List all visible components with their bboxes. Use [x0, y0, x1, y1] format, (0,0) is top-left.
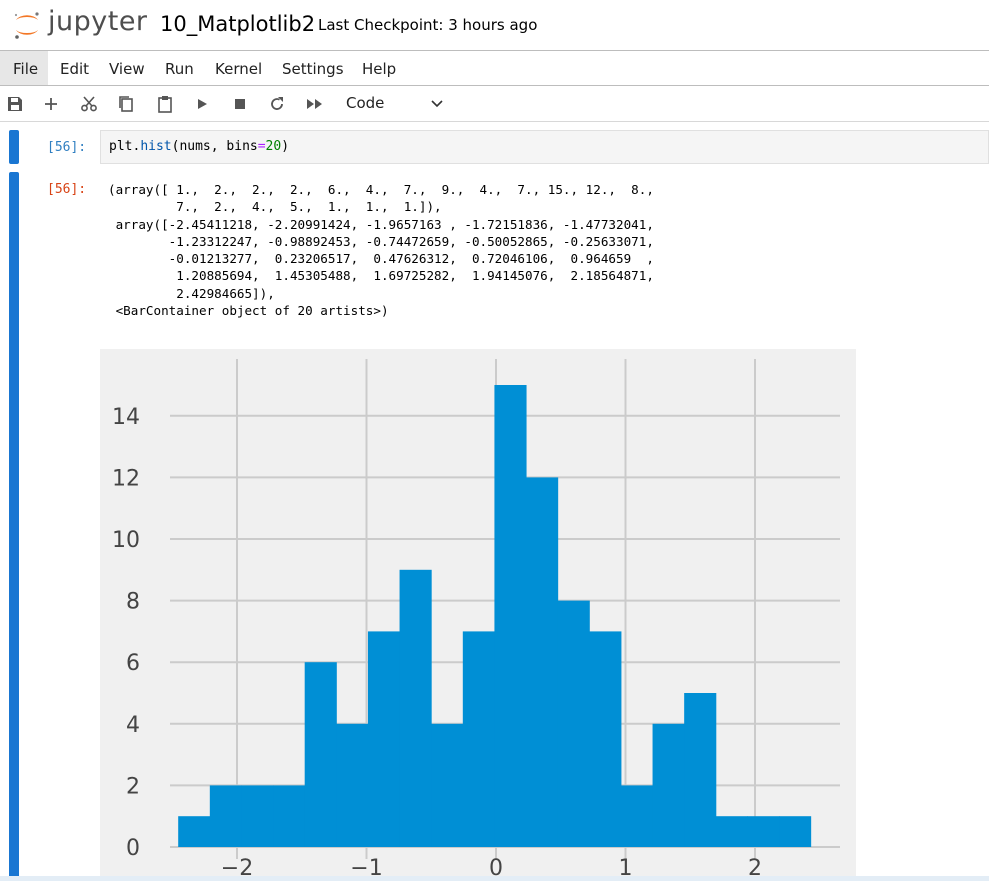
menu-kernel[interactable]: Kernel	[215, 60, 263, 78]
y-tick-label: 14	[112, 405, 140, 430]
output-prompt: [56]:	[47, 182, 87, 197]
x-tick-label: 1	[619, 856, 633, 881]
cut-icon[interactable]	[79, 94, 99, 114]
stop-icon[interactable]	[232, 94, 248, 114]
histogram-bar	[273, 785, 306, 847]
code-args: (nums, bins	[171, 139, 258, 154]
histogram-bar	[431, 723, 464, 847]
copy-icon[interactable]	[117, 94, 135, 114]
y-tick-label: 12	[112, 466, 140, 491]
y-tick-label: 6	[126, 651, 140, 676]
histogram-bar	[178, 816, 211, 847]
histogram-bar	[462, 631, 495, 847]
jupyter-logo-icon	[14, 12, 39, 39]
menu-view[interactable]: View	[109, 60, 145, 78]
code-number: 20	[265, 139, 282, 154]
y-tick-label: 4	[126, 713, 140, 738]
histogram-bar	[494, 385, 527, 847]
code-close: )	[281, 139, 290, 154]
fast-forward-icon[interactable]	[305, 94, 325, 114]
code-input-area[interactable]: plt.hist(nums, bins=20)	[100, 130, 989, 164]
checkpoint-status: Last Checkpoint: 3 hours ago	[318, 16, 538, 34]
menu-bar: File Edit View Run Kernel Settings Help	[0, 50, 989, 86]
y-tick-label: 10	[112, 528, 140, 553]
menu-file[interactable]: File	[13, 60, 39, 78]
add-icon[interactable]	[42, 94, 60, 114]
code-line[interactable]: plt.hist(nums, bins=20)	[109, 139, 289, 154]
menu-help[interactable]: Help	[362, 60, 397, 78]
chevron-down-icon[interactable]	[430, 96, 444, 110]
x-tick-label: 0	[489, 856, 503, 881]
menu-run[interactable]: Run	[165, 60, 194, 78]
active-cell-indicator[interactable]	[9, 130, 19, 164]
jupyter-logo-text[interactable]: jupyter	[48, 6, 148, 37]
histogram-bar	[589, 631, 622, 847]
menu-file-highlight	[0, 51, 48, 85]
y-tick-label: 0	[126, 836, 140, 861]
histogram-bar	[209, 785, 242, 847]
run-icon[interactable]	[194, 94, 210, 114]
histogram-bar	[779, 816, 812, 847]
histogram-bar	[684, 693, 717, 847]
output-text: (array([ 1., 2., 2., 2., 6., 4., 7., 9.,…	[108, 182, 654, 319]
output-collapser[interactable]	[9, 172, 19, 881]
y-tick-label: 2	[126, 774, 140, 799]
restart-icon[interactable]	[268, 94, 286, 114]
menu-edit[interactable]: Edit	[60, 60, 90, 78]
menu-settings[interactable]: Settings	[282, 60, 344, 78]
y-tick-label: 8	[126, 590, 140, 615]
histogram-bar	[557, 600, 590, 847]
histogram-bar	[715, 816, 748, 847]
histogram-bar	[367, 631, 401, 847]
histogram-bar	[652, 723, 685, 847]
histogram-bar	[620, 785, 654, 847]
cell-type-select[interactable]: Code	[346, 94, 385, 112]
top-bar: jupyter 10_Matplotlib2 Last Checkpoint: …	[0, 0, 989, 50]
code-operator: =	[257, 139, 266, 154]
paste-icon[interactable]	[156, 94, 174, 114]
code-function: hist	[140, 139, 172, 154]
x-tick-label: 2	[748, 856, 762, 881]
toolbar: Code	[0, 86, 989, 122]
save-icon[interactable]	[6, 94, 24, 114]
histogram-bar	[241, 785, 274, 847]
status-strip	[0, 876, 989, 881]
code-module: plt.	[109, 139, 141, 154]
histogram-bar	[336, 723, 369, 847]
histogram-bar	[526, 477, 559, 847]
histogram-bar	[747, 816, 780, 847]
histogram-bar	[304, 662, 337, 847]
notebook-title[interactable]: 10_Matplotlib2	[160, 12, 316, 36]
input-prompt: [56]:	[47, 140, 87, 155]
histogram-bar	[399, 569, 432, 847]
